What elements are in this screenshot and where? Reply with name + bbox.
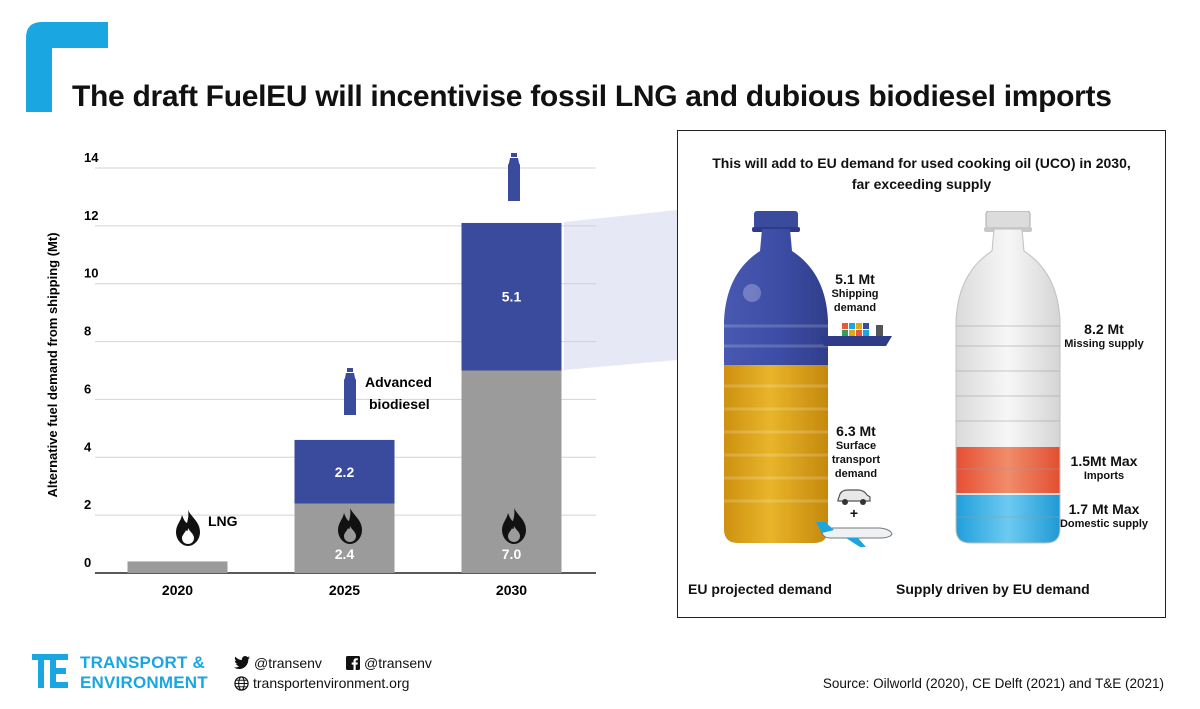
uco-panel: This will add to EU demand for used cook… (677, 130, 1166, 618)
imports-annotation: 1.5Mt Max Imports (1070, 453, 1138, 482)
bar-biodiesel-2025 (294, 439, 395, 504)
y-tick-label: 2 (84, 497, 91, 512)
ship-icon (820, 323, 892, 346)
lng-annotation: LNG (208, 513, 238, 529)
page-title: The draft FuelEU will incentivise fossil… (72, 80, 1112, 113)
bar-value-label: 7.0 (502, 546, 522, 562)
y-tick-label: 12 (84, 208, 98, 223)
connector-wedge (564, 210, 677, 370)
plus-sign: + (849, 505, 859, 521)
biodiesel-bottle-icon (344, 368, 356, 415)
demand-bottle (724, 211, 828, 543)
car-icon (837, 489, 871, 505)
bar-chart: 2.4 2.2 7.0 5.1 0 2 4 6 8 10 12 14 2020 2025 2030 Al… (45, 150, 596, 598)
bar-biodiesel-2030 (461, 222, 562, 371)
brand-logo-mark (26, 22, 108, 112)
bar-value-label: 5.1 (502, 289, 522, 305)
y-tick-label: 6 (84, 381, 91, 396)
flame-icon (338, 508, 362, 544)
x-tick-label: 2025 (329, 582, 360, 598)
te-logo-icon (32, 654, 68, 688)
facebook-link[interactable]: @transenv (346, 655, 432, 671)
source-note: Source: Oilworld (2020), CE Delft (2021)… (822, 676, 1164, 691)
bar-lng-2020 (127, 561, 228, 573)
y-tick-label: 14 (84, 150, 99, 165)
demand-caption: EU projected demand (688, 581, 832, 597)
x-tick-label: 2030 (496, 582, 527, 598)
brand-name-line1: TRANSPORT & (80, 653, 205, 672)
panel-title-line1: This will add to EU demand for used cook… (712, 155, 1131, 171)
facebook-icon (346, 656, 360, 670)
plane-icon (816, 522, 893, 547)
flame-icon (502, 508, 526, 544)
domestic-annotation: 1.7 Mt Max Domestic supply (1059, 501, 1149, 530)
twitter-link[interactable]: @transenv (234, 655, 322, 671)
supply-caption: Supply driven by EU demand (896, 581, 1090, 597)
twitter-icon (234, 656, 250, 669)
advanced-biodiesel-annotation: Advanced biodiesel (365, 374, 436, 412)
website-link[interactable]: transportenvironment.org (234, 675, 409, 691)
biodiesel-bottle-icon (508, 153, 520, 201)
brand-name-line2: ENVIRONMENT (80, 673, 208, 692)
y-tick-label: 0 (84, 555, 91, 570)
y-tick-label: 10 (84, 266, 98, 281)
shipping-annotation: 5.1 Mt Shipping demand (831, 271, 879, 314)
panel-title-line2: far exceeding supply (851, 176, 992, 192)
bar-value-label: 2.4 (335, 546, 355, 562)
flame-icon (176, 510, 200, 546)
y-axis-label: Alternative fuel demand from shipping (M… (45, 232, 60, 497)
y-tick-label: 4 (84, 439, 92, 454)
globe-icon (234, 675, 249, 691)
surface-annotation: 6.3 Mt Surface transport demand (831, 423, 881, 480)
twitter-handle: @transenv (254, 655, 322, 671)
supply-bottle (955, 211, 1061, 544)
facebook-handle: @transenv (364, 655, 432, 671)
missing-supply-annotation: 8.2 Mt Missing supply (1064, 321, 1144, 350)
bar-value-label: 2.2 (335, 464, 355, 480)
x-tick-label: 2020 (162, 582, 193, 598)
y-tick-label: 8 (84, 324, 91, 339)
website-url: transportenvironment.org (253, 675, 410, 691)
